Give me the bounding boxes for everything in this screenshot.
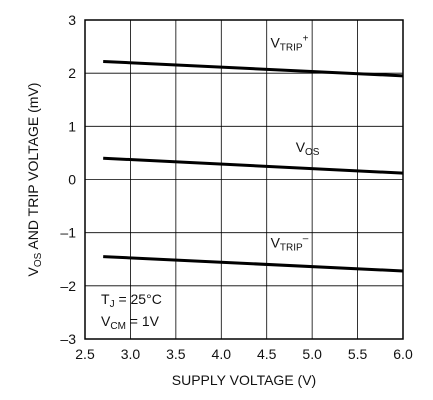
x-axis-title: SUPPLY VOLTAGE (V) <box>172 372 316 388</box>
series-label-0: VTRIP+ <box>270 34 308 54</box>
y-axis-title: VOS AND TRIP VOLTAGE (mV) <box>25 83 44 277</box>
y-axis-title-rest: AND TRIP VOLTAGE (mV) <box>25 83 41 253</box>
y-tick-label: 0 <box>68 172 76 188</box>
series-label-1: VOS <box>296 139 320 158</box>
x-tick-label: 3.5 <box>166 346 186 362</box>
x-tick-labels: 2.5 3.0 3.5 4.0 4.5 5.0 5.5 6.0 <box>75 346 413 362</box>
y-tick-labels: 3 2 1 0 –1 –2 –3 <box>60 12 76 347</box>
y-tick-label: –1 <box>60 225 76 241</box>
x-tick-label: 6.0 <box>393 346 413 362</box>
series-label-2: VTRIP– <box>271 234 309 254</box>
x-tick-label: 3.0 <box>121 346 141 362</box>
y-axis-title-sub: OS <box>33 252 44 267</box>
x-tick-label: 2.5 <box>75 346 95 362</box>
x-tick-label: 5.0 <box>302 346 322 362</box>
condition-vcm: VCM = 1V <box>101 313 160 332</box>
series-line-2 <box>103 255 404 273</box>
x-tick-label: 4.0 <box>212 346 232 362</box>
series-lines <box>103 59 404 273</box>
x-tick-label: 4.5 <box>257 346 277 362</box>
y-tick-label: 1 <box>68 118 76 134</box>
series-labels: VTRIP+ VOS VTRIP– <box>270 34 319 254</box>
grid <box>84 19 404 340</box>
conditions-note: TJ = 25°C VCM = 1V <box>101 291 162 332</box>
condition-tj: TJ = 25°C <box>101 291 162 310</box>
y-tick-label: –2 <box>60 278 76 294</box>
series-line-0 <box>103 59 404 78</box>
y-tick-label: 2 <box>68 65 76 81</box>
x-tick-label: 5.5 <box>348 346 368 362</box>
y-tick-label: –3 <box>60 331 76 347</box>
y-tick-label: 3 <box>68 12 76 28</box>
y-axis-title-v: V <box>25 266 41 276</box>
plot-frame <box>84 19 404 340</box>
series-line-1 <box>103 156 404 175</box>
